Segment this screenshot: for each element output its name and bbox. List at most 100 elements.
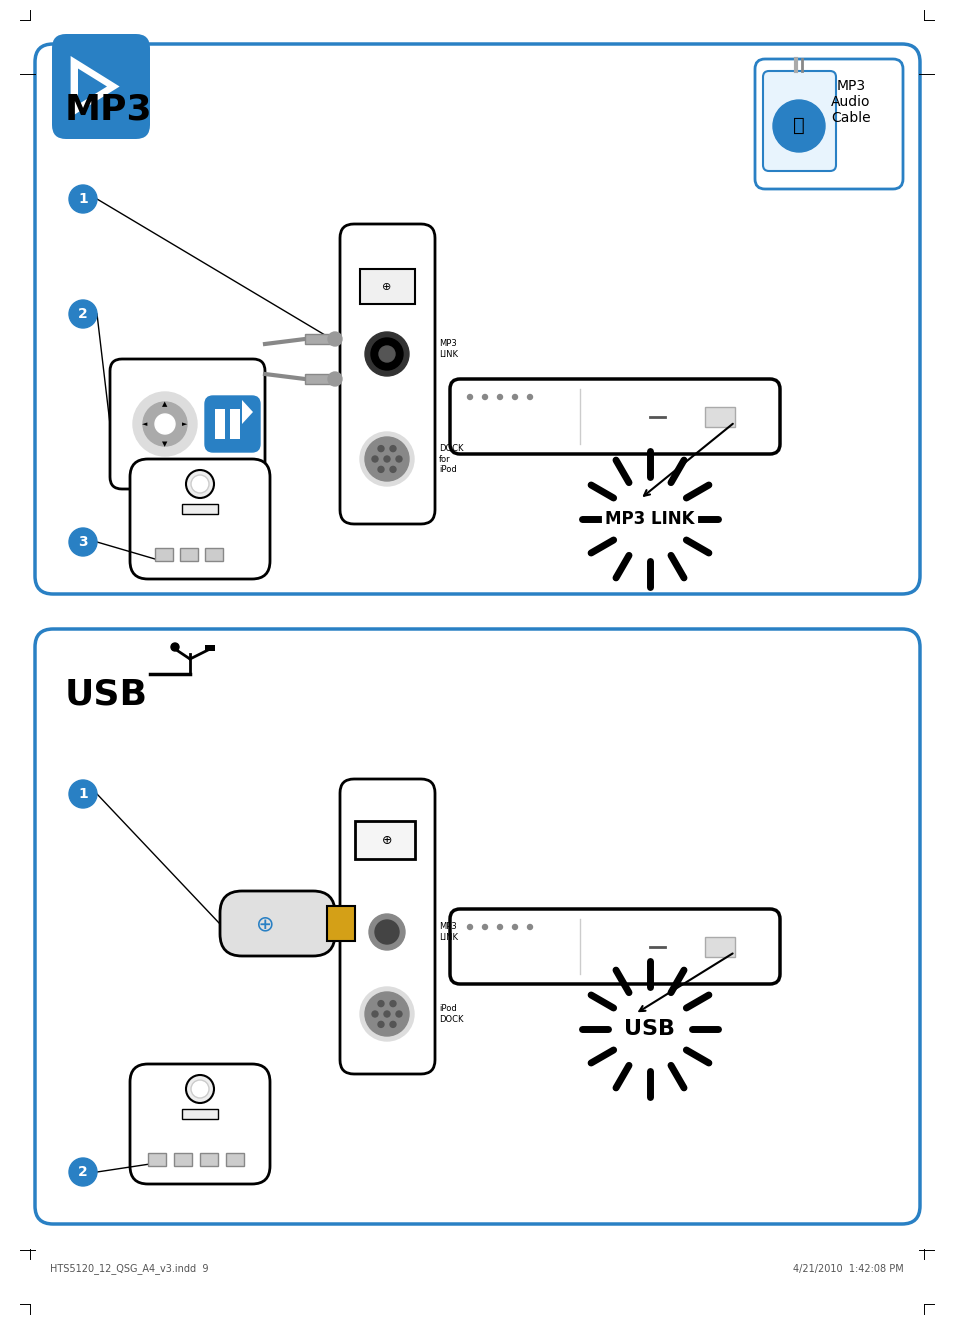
Text: 🛒: 🛒 [792,115,804,135]
FancyBboxPatch shape [339,224,435,524]
Text: iPod
DOCK: iPod DOCK [438,1005,463,1023]
Circle shape [359,432,414,486]
FancyBboxPatch shape [754,60,902,189]
FancyBboxPatch shape [35,629,919,1223]
Circle shape [377,1021,384,1027]
Bar [173,1153,192,1166]
Text: MP3 LINK: MP3 LINK [604,510,694,528]
Bar [327,906,355,941]
Circle shape [143,402,187,446]
Circle shape [328,332,341,346]
Circle shape [365,332,409,376]
Circle shape [154,414,174,434]
Circle shape [390,1021,395,1027]
Circle shape [497,395,502,400]
FancyBboxPatch shape [52,34,150,139]
Circle shape [171,643,179,651]
Text: ▼: ▼ [162,441,168,448]
Text: 2: 2 [78,307,88,320]
Bar [355,821,415,859]
Bar [704,937,734,957]
Text: ▲: ▲ [162,401,168,406]
Circle shape [527,395,532,400]
Text: DOCK
for
iPod: DOCK for iPod [438,444,463,474]
Circle shape [377,1001,384,1006]
Circle shape [69,528,97,556]
Circle shape [328,372,341,387]
Circle shape [365,992,409,1035]
Circle shape [512,395,517,400]
Bar [230,409,240,440]
Text: MP3
LINK: MP3 LINK [438,923,457,941]
Bar [154,548,172,561]
Bar [704,406,734,428]
Bar [205,645,214,651]
Polygon shape [78,69,107,105]
Circle shape [186,470,213,498]
FancyBboxPatch shape [205,396,260,451]
Circle shape [395,455,401,462]
Text: MP3
LINK: MP3 LINK [438,339,457,359]
Circle shape [69,1158,97,1186]
Bar [205,548,223,561]
Circle shape [384,1012,390,1017]
Circle shape [467,924,472,929]
Circle shape [132,392,196,455]
Circle shape [69,185,97,213]
Circle shape [395,1012,401,1017]
Circle shape [365,437,409,481]
Circle shape [375,920,398,944]
Circle shape [372,455,377,462]
Circle shape [497,924,502,929]
Text: USB: USB [65,677,148,711]
Text: 2: 2 [78,1165,88,1178]
FancyBboxPatch shape [762,71,835,171]
Circle shape [467,395,472,400]
Circle shape [186,1075,213,1103]
FancyBboxPatch shape [450,910,780,984]
Bar [182,1110,218,1119]
Circle shape [390,446,395,451]
Circle shape [69,301,97,328]
FancyBboxPatch shape [35,44,919,594]
Text: ◄: ◄ [142,421,148,428]
FancyBboxPatch shape [220,891,335,956]
Text: ⊕: ⊕ [382,282,392,293]
Bar [180,548,198,561]
Circle shape [772,101,824,152]
Bar [305,373,335,384]
Circle shape [384,455,390,462]
Bar [182,504,218,514]
Circle shape [359,986,414,1041]
Circle shape [377,446,384,451]
Polygon shape [242,400,253,424]
Circle shape [377,466,384,473]
Circle shape [369,914,405,951]
Circle shape [527,924,532,929]
Text: HTS5120_12_QSG_A4_v3.indd  9: HTS5120_12_QSG_A4_v3.indd 9 [50,1263,209,1275]
Text: MP3
Audio
Cable: MP3 Audio Cable [830,79,870,126]
FancyBboxPatch shape [130,459,270,579]
Circle shape [191,475,209,493]
Text: 1: 1 [78,786,88,801]
Circle shape [372,1012,377,1017]
Text: 4/21/2010  1:42:08 PM: 4/21/2010 1:42:08 PM [792,1264,903,1274]
FancyBboxPatch shape [339,779,435,1074]
Circle shape [482,924,487,929]
FancyBboxPatch shape [450,379,780,454]
Bar [359,269,415,305]
Circle shape [390,466,395,473]
Circle shape [378,346,395,361]
Text: USB: USB [624,1019,675,1039]
Text: 1: 1 [78,192,88,207]
Circle shape [512,924,517,929]
Circle shape [482,395,487,400]
Bar [305,334,335,344]
Polygon shape [71,58,117,114]
Bar [226,1153,244,1166]
Text: ⊕: ⊕ [381,834,392,846]
Bar [214,409,225,440]
Circle shape [371,338,402,369]
Text: ►: ► [182,421,188,428]
Circle shape [69,780,97,808]
